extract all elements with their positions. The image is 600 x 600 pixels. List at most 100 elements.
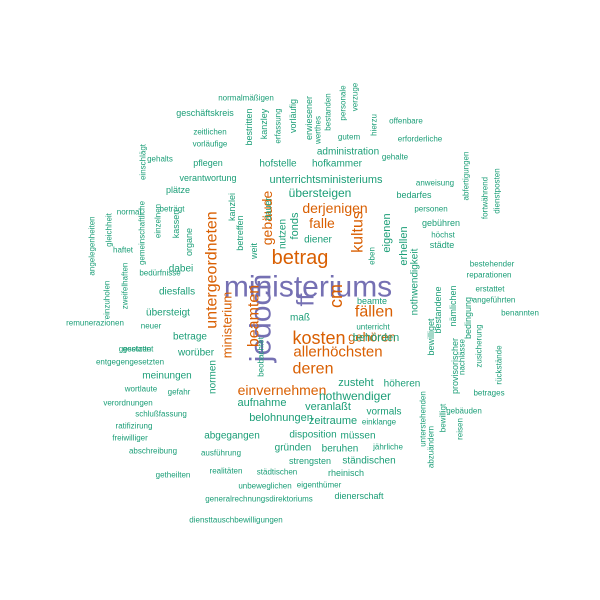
cloud-word: gesetzen	[119, 345, 151, 354]
cloud-word: einschlägt	[139, 143, 148, 180]
cloud-word: bedarfes	[396, 190, 432, 200]
cloud-word: administration	[317, 147, 379, 158]
cloud-word: freiwilliger	[112, 434, 148, 443]
cloud-word: fortwährend	[481, 177, 490, 219]
cloud-word: zusicherung	[475, 324, 484, 367]
cloud-word: dabei	[169, 264, 193, 275]
cloud-word: unbeweglichen	[238, 482, 291, 491]
cloud-word: normen	[208, 360, 219, 394]
cloud-word: derjenigen	[302, 200, 367, 216]
cloud-word: bestehender	[470, 260, 515, 269]
cloud-word: worüber	[177, 348, 215, 359]
cloud-word: untergeordneten	[204, 211, 221, 328]
cloud-word: müssen	[340, 431, 375, 442]
cloud-word: personale	[339, 85, 348, 121]
cloud-word: betreffen	[235, 215, 245, 250]
cloud-word: nämlichen	[448, 285, 458, 326]
cloud-word: einzuholen	[103, 281, 112, 320]
cloud-word: nutzen	[278, 219, 289, 249]
cloud-word: bewilliget	[426, 318, 436, 356]
cloud-word: plätze	[166, 185, 190, 195]
cloud-word: beruhen	[322, 444, 359, 455]
cloud-word: unterrichtsministeriums	[269, 174, 383, 186]
cloud-word: falle	[309, 215, 335, 231]
cloud-word: getheilten	[156, 471, 191, 480]
cloud-word: kanzley	[259, 108, 269, 139]
cloud-word: normal	[117, 208, 142, 217]
cloud-word: kassen	[171, 210, 181, 239]
cloud-word: eigenen	[381, 213, 393, 252]
cloud-word: normalmäßigen	[218, 94, 274, 103]
cloud-word: diensttauschbewilligungen	[189, 516, 282, 525]
cloud-word: hierzu	[370, 114, 379, 136]
cloud-word: bestanden	[324, 93, 333, 130]
cloud-word: nothwendiger	[319, 389, 391, 403]
cloud-word: kanzlei	[227, 193, 237, 221]
cloud-word: diesfalls	[159, 287, 195, 298]
cloud-word: gebühren	[422, 218, 460, 228]
cloud-word: geschäftskreis	[176, 108, 234, 118]
cloud-word: diener	[304, 235, 332, 246]
cloud-word: wortlaute	[124, 385, 158, 394]
cloud-word: beamten	[246, 285, 263, 347]
cloud-word: anweisung	[416, 179, 454, 188]
cloud-word: erstattet	[476, 285, 506, 294]
cloud-word: jährliche	[372, 443, 403, 452]
cloud-word: beobachtet	[257, 336, 266, 376]
cloud-word: städtischen	[257, 468, 297, 477]
cloud-word: offenbare	[389, 117, 423, 126]
cloud-word: kosten	[292, 328, 345, 348]
cloud-word: vorläufige	[193, 140, 228, 149]
cloud-word: abgegangen	[204, 431, 260, 442]
cloud-word: provisorischer	[450, 338, 460, 394]
cloud-word: strengsten	[289, 456, 331, 466]
cloud-word: höheren	[384, 379, 421, 390]
cloud-word: erforderliche	[398, 135, 443, 144]
cloud-word: erhellen	[398, 226, 410, 265]
cloud-word: einvernehmen	[238, 382, 327, 398]
cloud-word: vorläufig	[288, 99, 298, 133]
cloud-word: gebäude	[259, 191, 275, 246]
cloud-word: erwiesener	[304, 96, 314, 140]
cloud-word: abzuändern	[427, 426, 436, 468]
cloud-word: erfassung	[274, 108, 283, 143]
cloud-word: städte	[430, 240, 455, 250]
cloud-word: entgegengesetzten	[96, 358, 164, 367]
cloud-word: gebäuden	[446, 407, 482, 416]
cloud-word: übersteigen	[289, 186, 352, 200]
cloud-word: nothwendigkeit	[410, 248, 421, 315]
cloud-word: zusteht	[338, 377, 373, 389]
cloud-word: deren	[293, 361, 334, 378]
cloud-word: unterricht	[356, 323, 390, 332]
cloud-word: cm	[326, 284, 346, 308]
cloud-word: remunerazionen	[66, 319, 124, 328]
cloud-word: einklange	[362, 418, 397, 427]
cloud-word: rückstände	[495, 345, 504, 385]
cloud-word: schlußfassung	[135, 410, 187, 419]
cloud-word: jedoch	[245, 274, 278, 363]
cloud-word: reparationen	[467, 271, 512, 280]
cloud-word: angelegenheiten	[88, 216, 97, 275]
cloud-word: einzelnen	[154, 204, 163, 238]
cloud-word: dienstposten	[493, 168, 502, 213]
cloud-word: beträgt	[160, 205, 186, 214]
cloud-word: betrages	[473, 389, 504, 398]
cloud-word: übersteigt	[146, 308, 190, 319]
cloud-word: verordnungen	[103, 399, 152, 408]
cloud-word: nachlässe	[458, 338, 467, 375]
cloud-word: haftet	[113, 246, 134, 255]
cloud-word: ratifizirung	[116, 422, 153, 431]
cloud-word: aufnahme	[238, 397, 287, 409]
cloud-word: gutem	[338, 133, 361, 142]
cloud-word: eben	[368, 247, 377, 265]
cloud-word: gehalte	[382, 153, 409, 162]
cloud-word: höchst	[431, 231, 455, 240]
cloud-word: betrag	[272, 247, 329, 269]
cloud-word: fonds	[289, 212, 301, 239]
cloud-word: ausführung	[201, 449, 241, 458]
cloud-word: neuer	[141, 322, 162, 331]
cloud-word: realitäten	[210, 467, 243, 476]
cloud-word: personen	[414, 205, 447, 214]
cloud-word: belohnungen	[249, 412, 313, 424]
